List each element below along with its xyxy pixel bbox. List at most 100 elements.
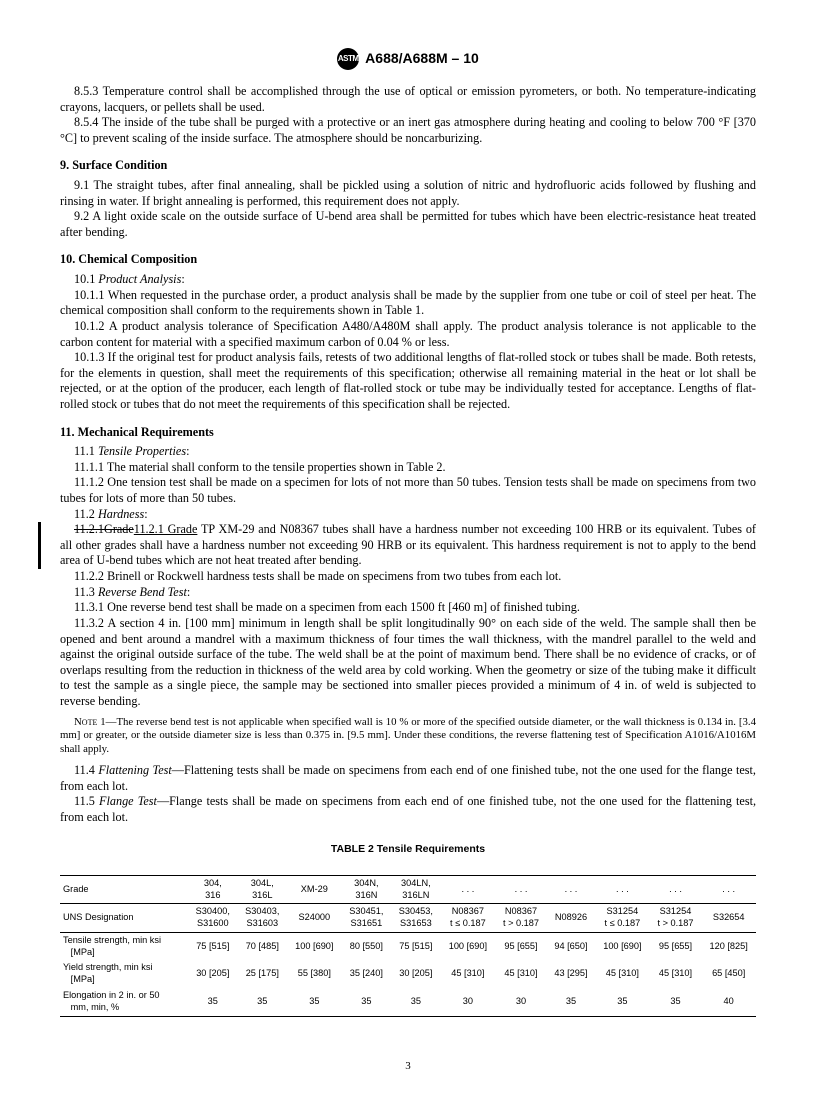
table-cell: 35 [240] bbox=[342, 960, 392, 988]
table-cell: 80 [550] bbox=[342, 932, 392, 960]
table-col-header: . . . bbox=[595, 875, 650, 904]
table-2: Grade304,316304L,316LXM-29304N,316N304LN… bbox=[60, 875, 756, 1017]
clause-11-1-2: 11.1.2 One tension test shall be made on… bbox=[60, 475, 756, 506]
clause-10-1-title: Product Analysis bbox=[98, 272, 181, 286]
table-col-header: . . . bbox=[701, 875, 756, 904]
page-header: ASTM A688/A688M – 10 bbox=[60, 48, 756, 70]
table-cell: 100 [690] bbox=[441, 932, 496, 960]
table-cell: 70 [485] bbox=[238, 932, 288, 960]
table-col-header: 304N,316N bbox=[342, 875, 392, 904]
table-cell: 30 [205] bbox=[391, 960, 441, 988]
table-col-header: 304,316 bbox=[188, 875, 238, 904]
table-cell: 45 [310] bbox=[595, 960, 650, 988]
clause-11-2-1: 11.2.1Grade11.2.1 Grade TP XM-29 and N08… bbox=[60, 522, 756, 569]
clause-11-3-title: Reverse Bend Test bbox=[98, 585, 187, 599]
clause-11-5-title: Flange Test bbox=[99, 794, 157, 808]
table-cell: 55 [380] bbox=[287, 960, 342, 988]
table-cell: 30 bbox=[495, 988, 547, 1016]
table-row-label: Elongation in 2 in. or 50 mm, min, % bbox=[60, 988, 188, 1016]
table-row: Yield strength, min ksi [MPa]30 [205]25 … bbox=[60, 960, 756, 988]
table-uns-header: S30451,S31651 bbox=[342, 904, 392, 933]
clause-11-2-2: 11.2.2 Brinell or Rockwell hardness test… bbox=[60, 569, 756, 585]
clause-10-1-num: 10.1 bbox=[74, 272, 98, 286]
clause-8-5-4: 8.5.4 The inside of the tube shall be pu… bbox=[60, 115, 756, 146]
note-1: Note 1—The reverse bend test is not appl… bbox=[60, 716, 756, 757]
table-2-title: TABLE 2 Tensile Requirements bbox=[60, 843, 756, 856]
table-cell: 43 [295] bbox=[547, 960, 595, 988]
table-uns-header: S30400,S31600 bbox=[188, 904, 238, 933]
table-uns-header: S31254t > 0.187 bbox=[650, 904, 702, 933]
clause-11-5: 11.5 Flange Test—Flange tests shall be m… bbox=[60, 794, 756, 825]
clause-11-2-title: Hardness bbox=[98, 507, 144, 521]
clause-11-1-1: 11.1.1 The material shall conform to the… bbox=[60, 460, 756, 476]
table-col-header: . . . bbox=[547, 875, 595, 904]
table-row-label: Tensile strength, min ksi [MPa] bbox=[60, 932, 188, 960]
table-uns-header: S30453,S31653 bbox=[391, 904, 441, 933]
table-cell: 35 bbox=[650, 988, 702, 1016]
table-cell: 65 [450] bbox=[701, 960, 756, 988]
clause-11-3: 11.3 Reverse Bend Test: bbox=[60, 585, 756, 601]
table-cell: 45 [310] bbox=[650, 960, 702, 988]
table-uns-header: S31254t ≤ 0.187 bbox=[595, 904, 650, 933]
table-cell: 100 [690] bbox=[287, 932, 342, 960]
table-cell: 35 bbox=[595, 988, 650, 1016]
clause-11-2-1-underline: 11.2.1 Grade bbox=[134, 522, 198, 536]
table-cell: 35 bbox=[342, 988, 392, 1016]
table-cell: 120 [825] bbox=[701, 932, 756, 960]
clause-10-1: 10.1 Product Analysis: bbox=[60, 272, 756, 288]
clause-10-1-3: 10.1.3 If the original test for product … bbox=[60, 350, 756, 412]
clause-11-4-num: 11.4 bbox=[74, 763, 98, 777]
table-uns-header: S24000 bbox=[287, 904, 342, 933]
page-number: 3 bbox=[60, 1059, 756, 1073]
table-col-header: XM-29 bbox=[287, 875, 342, 904]
table-uns-header: S30403,S31603 bbox=[238, 904, 288, 933]
astm-logo-icon: ASTM bbox=[337, 48, 359, 70]
section-10-title: 10. Chemical Composition bbox=[60, 252, 756, 268]
table-cell: 35 bbox=[391, 988, 441, 1016]
clause-11-3-1: 11.3.1 One reverse bend test shall be ma… bbox=[60, 600, 756, 616]
table-col-header: 304LN,316LN bbox=[391, 875, 441, 904]
table-cell: 95 [655] bbox=[650, 932, 702, 960]
document-id: A688/A688M – 10 bbox=[365, 50, 479, 68]
clause-11-5-rest: —Flange tests shall be made on specimens… bbox=[60, 794, 756, 824]
table-cell: 45 [310] bbox=[495, 960, 547, 988]
clause-11-1-num: 11.1 bbox=[74, 444, 98, 458]
clause-11-1-title: Tensile Properties bbox=[98, 444, 186, 458]
clause-10-1-1: 10.1.1 When requested in the purchase or… bbox=[60, 288, 756, 319]
table-cell: 40 bbox=[701, 988, 756, 1016]
table-cell: 35 bbox=[287, 988, 342, 1016]
section-11-title: 11. Mechanical Requirements bbox=[60, 425, 756, 441]
clause-11-4-title: Flattening Test bbox=[98, 763, 171, 777]
table-row: Elongation in 2 in. or 50 mm, min, %3535… bbox=[60, 988, 756, 1016]
clause-11-2-num: 11.2 bbox=[74, 507, 98, 521]
table-col-header: . . . bbox=[441, 875, 496, 904]
clause-8-5-3: 8.5.3 Temperature control shall be accom… bbox=[60, 84, 756, 115]
table-uns-header: S32654 bbox=[701, 904, 756, 933]
table-cell: 35 bbox=[188, 988, 238, 1016]
change-bar-11-2-1: 11.2.1Grade11.2.1 Grade TP XM-29 and N08… bbox=[38, 522, 756, 569]
clause-11-5-num: 11.5 bbox=[74, 794, 99, 808]
clause-11-2-1-strike: 11.2.1Grade bbox=[74, 522, 134, 536]
table-row: Tensile strength, min ksi [MPa]75 [515]7… bbox=[60, 932, 756, 960]
clause-10-1-2: 10.1.2 A product analysis tolerance of S… bbox=[60, 319, 756, 350]
table-cell: 35 bbox=[547, 988, 595, 1016]
table-cell: 94 [650] bbox=[547, 932, 595, 960]
clause-9-2: 9.2 A light oxide scale on the outside s… bbox=[60, 209, 756, 240]
clause-11-3-2: 11.3.2 A section 4 in. [100 mm] minimum … bbox=[60, 616, 756, 710]
table-cell: 75 [515] bbox=[391, 932, 441, 960]
table-col-header: . . . bbox=[650, 875, 702, 904]
clause-11-3-num: 11.3 bbox=[74, 585, 98, 599]
note-1-text: The reverse bend test is not applicable … bbox=[60, 716, 756, 756]
table-uns-header: N08367t ≤ 0.187 bbox=[441, 904, 496, 933]
table-cell: 45 [310] bbox=[441, 960, 496, 988]
note-1-label: Note 1— bbox=[74, 716, 116, 728]
clause-11-4: 11.4 Flattening Test—Flattening tests sh… bbox=[60, 763, 756, 794]
table-col-header: . . . bbox=[495, 875, 547, 904]
table-cell: 30 bbox=[441, 988, 496, 1016]
table-label-grade: Grade bbox=[60, 875, 188, 904]
table-uns-header: N08926 bbox=[547, 904, 595, 933]
table-cell: 75 [515] bbox=[188, 932, 238, 960]
clause-11-2: 11.2 Hardness: bbox=[60, 507, 756, 523]
table-col-header: 304L,316L bbox=[238, 875, 288, 904]
table-cell: 30 [205] bbox=[188, 960, 238, 988]
